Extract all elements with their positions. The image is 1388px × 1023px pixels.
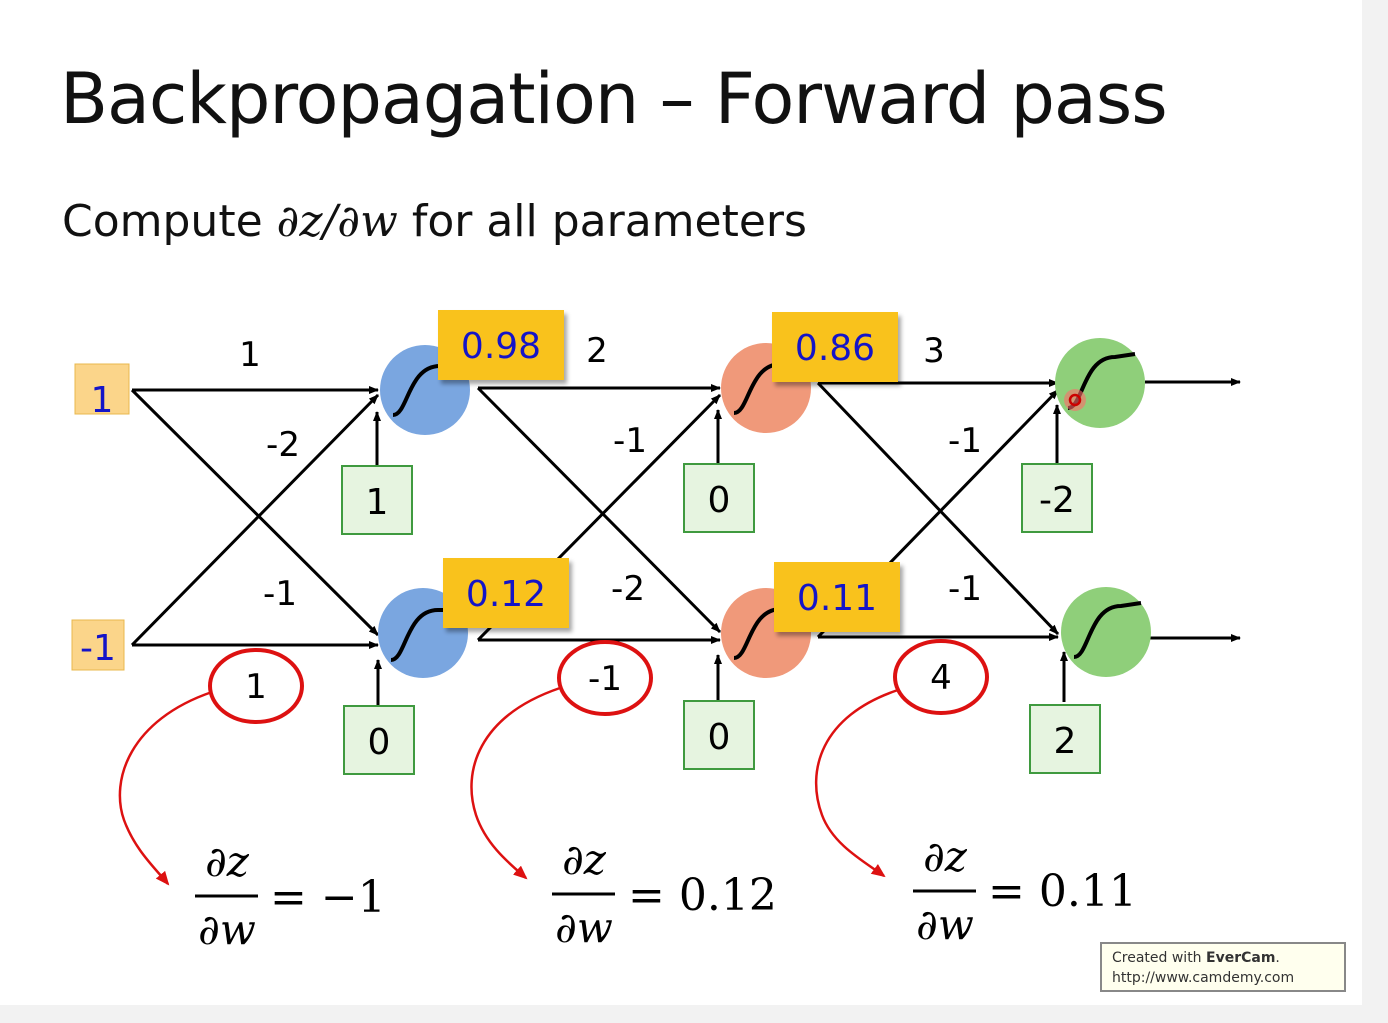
activation-box-l1-bottom xyxy=(443,558,569,628)
bias-box-l3-top xyxy=(1021,463,1093,533)
bias-value-l2-top: 0 xyxy=(708,480,731,521)
neuron-l3-top xyxy=(1055,338,1145,428)
bias-value-l1-top: 1 xyxy=(366,482,389,523)
cursor-dot-icon xyxy=(1068,393,1082,407)
input-value-2: -1 xyxy=(80,628,116,669)
deriv-3-denominator: ∂w xyxy=(916,900,974,949)
edge-x2-n11 xyxy=(130,393,380,647)
activation-value-l1-bottom: 0.12 xyxy=(466,574,546,615)
bias-value-l3-top: -2 xyxy=(1039,480,1075,521)
sigmoid-icon xyxy=(1073,601,1142,659)
activation-value-l2-bottom: 0.11 xyxy=(797,578,877,619)
input-box-1 xyxy=(74,363,130,415)
highlighted-weights: 1 -1 4 xyxy=(208,639,989,724)
input-value-1: 1 xyxy=(91,380,114,421)
input-box-2 xyxy=(71,619,125,671)
deriv-2-numerator: ∂z xyxy=(562,835,607,884)
layer1-edges xyxy=(130,386,382,705)
cursor-icon xyxy=(1064,389,1086,411)
deriv-2-value: = 0.12 xyxy=(628,870,777,921)
weight-l3-bottom-top: -1 xyxy=(948,421,982,461)
edge-x1-n12 xyxy=(130,388,380,637)
sigmoid-icon xyxy=(390,608,448,662)
layer3-edges xyxy=(816,379,1068,702)
bias-box-l1-top xyxy=(341,465,413,535)
watermark-prefix: Created with xyxy=(1112,950,1202,966)
activation-value-l2-top: 0.86 xyxy=(795,328,875,369)
deriv-2-denominator: ∂w xyxy=(555,903,613,952)
red-arrow-2 xyxy=(470,686,561,880)
layer2-edges xyxy=(476,384,722,700)
weight-l3-top-top: 3 xyxy=(923,331,945,371)
deriv-1-value: = −1 xyxy=(270,872,386,923)
activation-box-l1-top xyxy=(438,310,564,380)
red-arrow-3 xyxy=(814,688,899,878)
watermark-url: http://www.camdemy.com xyxy=(1112,970,1295,986)
watermark-brand: EverCam xyxy=(1206,950,1276,966)
weight-labels: 1 -2 -1 2 -1 -2 3 -1 -1 xyxy=(239,331,982,614)
bias-value-l1-bottom: 0 xyxy=(368,722,391,763)
weight-l2-bottom-top: -1 xyxy=(613,421,647,461)
bias-box-l2-bottom xyxy=(683,700,755,770)
activation-value-l1-top: 0.98 xyxy=(461,326,541,367)
red-arrow-1 xyxy=(118,690,213,886)
subtitle-prefix: Compute xyxy=(62,196,263,247)
weight-l1-bottom-top: -2 xyxy=(266,425,300,465)
subtitle-math: ∂z/∂w xyxy=(276,196,398,247)
highlight-ring-l1 xyxy=(208,648,304,724)
watermark-suffix: . xyxy=(1275,950,1280,966)
highlight-ring-l2 xyxy=(557,640,653,716)
evercam-watermark: Created with EverCam. http://www.camdemy… xyxy=(1100,942,1346,992)
slide: Backpropagation – Forward pass Compute ∂… xyxy=(0,0,1362,1005)
bias-box-l3-bottom xyxy=(1029,704,1101,774)
slide-subtitle: Compute ∂z/∂w for all parameters xyxy=(62,196,807,247)
edge-n21-n32 xyxy=(816,381,1060,636)
weight-l3-top-bottom: -1 xyxy=(948,569,982,609)
network-diagram: 1 -1 1 0 0 0 -2 2 0.98 0.12 0.86 xyxy=(71,310,1241,954)
deriv-3-value: = 0.11 xyxy=(988,866,1137,917)
bias-box-l1-bottom xyxy=(343,705,415,775)
subtitle-suffix: for all parameters xyxy=(411,196,807,247)
bias-value-l2-bottom: 0 xyxy=(708,717,731,758)
watermark-line-1: Created with EverCam. xyxy=(1112,948,1334,968)
weight-l1-top-top: 1 xyxy=(239,335,261,375)
slide-title: Backpropagation – Forward pass xyxy=(60,58,1168,140)
deriv-3-numerator: ∂z xyxy=(923,832,968,881)
activation-boxes: 0.98 0.12 0.86 0.11 xyxy=(438,310,900,632)
weight-l1-top-bottom: -1 xyxy=(263,574,297,614)
activation-box-l2-bottom xyxy=(774,562,900,632)
bias-box-l2-top xyxy=(683,463,755,533)
edge-n11-n22 xyxy=(476,386,722,634)
derivatives: ∂z ∂w = −1 ∂z ∂w = 0.12 ∂z ∂w = 0.11 xyxy=(195,832,1137,954)
deriv-1-denominator: ∂w xyxy=(198,905,256,954)
highlight-ring-l3 xyxy=(893,639,989,715)
activation-box-l2-top xyxy=(772,312,898,382)
weight-l2-bottom-bottom: -1 xyxy=(588,659,622,699)
bias-value-l3-bottom: 2 xyxy=(1054,721,1077,762)
deriv-1-numerator: ∂z xyxy=(205,837,250,886)
neuron-l3-bottom xyxy=(1061,587,1151,677)
weight-l3-bottom-bottom: 4 xyxy=(930,658,952,698)
weight-l1-bottom-bottom: 1 xyxy=(245,667,267,707)
weight-l2-top-bottom: -2 xyxy=(611,569,645,609)
weight-l2-top-top: 2 xyxy=(586,331,608,371)
bias-boxes: 1 0 0 0 -2 2 xyxy=(341,463,1101,775)
